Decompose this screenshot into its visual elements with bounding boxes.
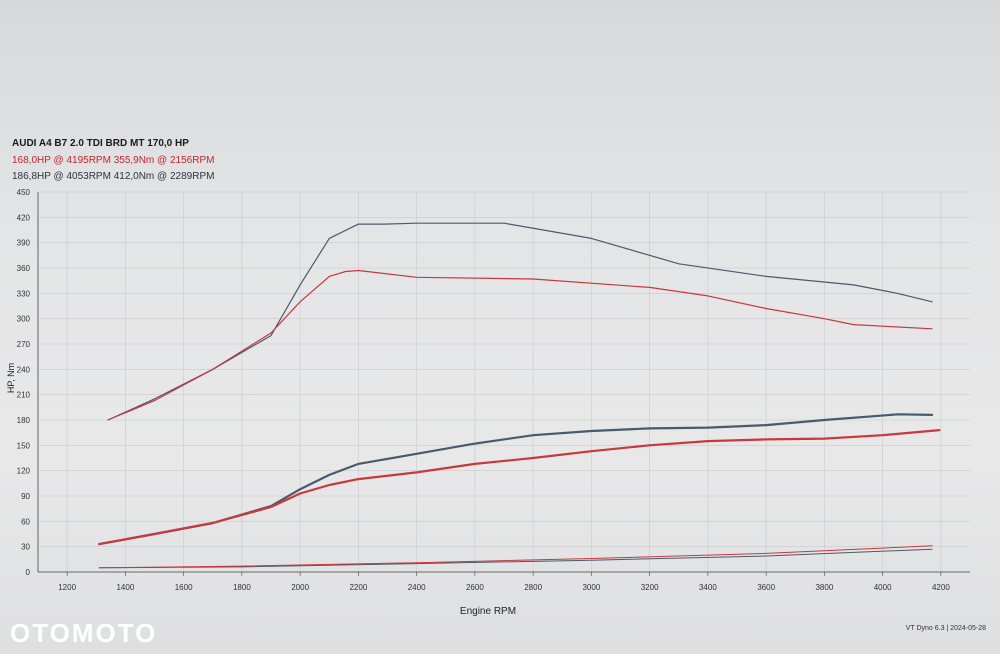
y-tick-label: 360 — [17, 264, 31, 273]
series-line-3 — [98, 429, 941, 546]
y-tick-label: 390 — [17, 239, 31, 248]
x-tick-label: 1600 — [175, 583, 193, 592]
chart-title: AUDI A4 B7 2.0 TDI BRD MT 170,0 HP — [12, 138, 189, 149]
x-tick-label: 3200 — [641, 583, 659, 592]
x-tick-label: 2000 — [291, 583, 309, 592]
y-tick-label: 420 — [17, 213, 31, 222]
y-tick-label: 330 — [17, 289, 31, 298]
y-tick-label: 150 — [17, 441, 31, 450]
red-run-summary: 168,0HP @ 4195RPM 355,9Nm @ 2156RPM — [12, 155, 215, 166]
series-lines — [98, 222, 941, 569]
series-line-2 — [98, 413, 934, 546]
y-tick-label: 120 — [17, 467, 31, 476]
x-tick-label: 2800 — [524, 583, 542, 592]
x-tick-label: 2200 — [349, 583, 367, 592]
y-tick-label: 270 — [17, 340, 31, 349]
series-line-0 — [107, 222, 933, 421]
x-tick-label: 1200 — [58, 583, 76, 592]
y-tick-label: 210 — [17, 391, 31, 400]
series-line-4 — [98, 548, 933, 569]
blue-run-summary: 186,8HP @ 4053RPM 412,0Nm @ 2289RPM — [12, 171, 215, 182]
series-line-1 — [107, 269, 933, 421]
y-tick-label: 180 — [17, 416, 31, 425]
x-tick-label: 1800 — [233, 583, 251, 592]
x-tick-label: 4000 — [874, 583, 892, 592]
y-tick-label: 0 — [26, 568, 31, 577]
series-line-5 — [98, 545, 933, 569]
y-axis-label: HP, Nm — [6, 363, 16, 393]
x-tick-label: 3600 — [757, 583, 775, 592]
x-tick-label: 3800 — [815, 583, 833, 592]
footer-separator: | — [946, 625, 951, 632]
y-tick-labels: 0 30 60 90 120 150 180 210 240 270 300 330 360 390 420… — [17, 188, 31, 577]
x-tick-label: 2600 — [466, 583, 484, 592]
x-tick-label: 3000 — [582, 583, 600, 592]
x-tick-label: 4200 — [932, 583, 950, 592]
x-tick-labels: 1200 1400 1600 1800 2000 2200 2400 2600 2800 3000… — [58, 583, 950, 592]
report-date: 2024-05-28 — [950, 625, 986, 632]
y-tick-label: 30 — [21, 543, 30, 552]
x-tick-label: 1400 — [116, 583, 134, 592]
axes — [37, 192, 970, 576]
y-tick-label: 90 — [21, 492, 30, 501]
software-name: VT Dyno 6.3 — [905, 625, 945, 632]
x-tick-label: 3400 — [699, 583, 717, 592]
y-tick-label: 240 — [17, 365, 31, 374]
otomoto-watermark: OTOMOTO — [10, 618, 158, 648]
x-axis-label: Engine RPM — [460, 606, 516, 617]
x-tick-label: 2400 — [408, 583, 426, 592]
grid-lines — [38, 191, 970, 573]
y-tick-label: 60 — [21, 517, 30, 526]
y-tick-label: 300 — [17, 315, 31, 324]
y-tick-label: 450 — [17, 188, 31, 197]
footer-info: VT Dyno 6.3 | 2024-05-28 — [906, 625, 986, 632]
